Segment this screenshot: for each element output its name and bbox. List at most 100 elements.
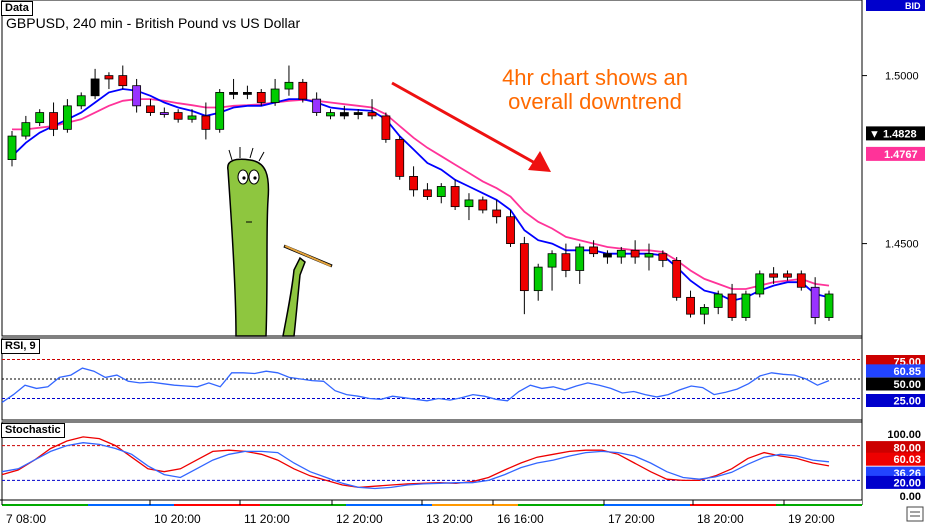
candle-body xyxy=(7,135,17,161)
candle-body xyxy=(616,249,626,258)
candle-body xyxy=(339,112,349,117)
candle-body xyxy=(173,112,183,120)
candle-body xyxy=(187,115,197,120)
stoch-upper-badge-bg xyxy=(866,441,925,455)
candle-body xyxy=(769,273,779,278)
candle-body xyxy=(49,112,58,130)
trend-arrow-shaft xyxy=(391,81,536,165)
candle-body xyxy=(90,78,100,97)
candle-body xyxy=(243,92,252,95)
axis-color-strip xyxy=(346,504,432,506)
cartoon-figure xyxy=(227,147,333,337)
stoch-label-100: 100.00 xyxy=(887,429,921,441)
main-panel-label: Data xyxy=(1,1,33,16)
candle-body xyxy=(201,115,211,130)
axis-color-strip xyxy=(690,504,776,506)
axis-color-strip xyxy=(776,504,862,506)
time-tick-label: 12 20:00 xyxy=(336,512,383,525)
candle-body xyxy=(603,253,612,258)
candle-body xyxy=(824,293,834,318)
candle-body xyxy=(630,249,640,258)
price-tick-label: 1.4500 xyxy=(885,239,919,251)
candle-body xyxy=(561,253,571,271)
candle-body xyxy=(21,122,31,137)
stoch-lower-badge: 20.00 xyxy=(893,477,921,489)
stoch-d-badge-bg xyxy=(866,452,925,466)
candle-body xyxy=(810,286,820,318)
trend-annotation-line-1: 4hr chart shows an xyxy=(502,65,688,90)
price-tick-label: 1.5000 xyxy=(885,71,919,83)
stoch-d-badge: 60.03 xyxy=(893,454,921,466)
trend-annotation: 4hr chart shows an overall downtrend xyxy=(470,66,720,114)
rsi-panel-label: RSI, 9 xyxy=(1,339,40,354)
candle-body xyxy=(589,246,598,255)
candle-body xyxy=(326,112,335,117)
candle-body xyxy=(62,105,72,130)
time-tick-label: 19 20:00 xyxy=(788,512,835,525)
candle-body xyxy=(672,259,682,298)
candle-body xyxy=(533,266,543,292)
candle-body xyxy=(215,92,225,130)
stochastic-panel-label: Stochastic xyxy=(1,423,65,438)
candle-body xyxy=(229,92,238,95)
candle-body xyxy=(298,81,308,100)
stochastic-panel-frame xyxy=(1,421,863,501)
candle-body xyxy=(727,293,737,318)
bid-badge xyxy=(866,0,925,11)
axis-color-strip xyxy=(432,504,518,506)
candle-body xyxy=(506,216,515,245)
candle-body xyxy=(547,253,557,268)
candle-body xyxy=(284,81,294,90)
stoch-lower-badge-bg xyxy=(866,475,925,489)
candle-body xyxy=(796,273,806,288)
candle-body xyxy=(395,139,405,177)
candle-body xyxy=(256,92,266,103)
time-tick-label: 18 20:00 xyxy=(697,512,744,525)
slow-ema-label: 1.4767 xyxy=(884,149,918,161)
current-price-badge xyxy=(866,126,925,141)
candle-body xyxy=(367,112,377,117)
candle-body xyxy=(270,88,280,103)
candle-body xyxy=(755,273,765,295)
corner-grid-icon xyxy=(906,506,924,522)
candle-body xyxy=(741,293,751,318)
candle-body xyxy=(450,186,460,208)
candle-body xyxy=(658,253,668,261)
candle-body xyxy=(159,112,169,115)
candle-body xyxy=(699,307,709,315)
candle-body xyxy=(644,253,654,258)
candle-body xyxy=(35,112,45,124)
cartoon-body xyxy=(227,158,270,337)
slow-ema-badge xyxy=(866,146,925,161)
candle-body xyxy=(492,209,502,218)
candle-body xyxy=(132,85,142,107)
stoch-upper-badge: 80.00 xyxy=(893,443,921,455)
time-tick-label: 10 20:00 xyxy=(154,512,201,525)
stoch-label-0: 0.00 xyxy=(900,491,921,503)
main-panel-frame xyxy=(1,0,863,337)
candle-body xyxy=(783,273,792,278)
candle-body xyxy=(146,105,155,113)
trend-arrow xyxy=(391,81,551,172)
cartoon-hair xyxy=(228,147,265,162)
candle-body xyxy=(686,296,695,315)
axis-color-strip xyxy=(2,504,88,506)
time-tick-label: 13 20:00 xyxy=(426,512,473,525)
axis-color-strip xyxy=(604,504,690,506)
axis-color-strip xyxy=(260,504,346,506)
rsi-line xyxy=(1,367,830,403)
candle-body xyxy=(118,75,128,87)
axis-color-strip xyxy=(518,504,604,506)
candle-body xyxy=(381,115,391,140)
time-tick-label: 16 16:00 xyxy=(497,512,544,525)
candle-body xyxy=(423,189,432,197)
bid-badge-label: BID xyxy=(905,1,921,11)
cartoon-pupil xyxy=(242,176,246,180)
rsi-lower-badge: 25.00 xyxy=(893,396,921,408)
cartoon-arm xyxy=(282,256,306,337)
candle-body xyxy=(436,186,446,197)
candle-body xyxy=(409,175,418,191)
candle-body xyxy=(312,98,322,113)
candle-body xyxy=(713,293,723,308)
corner-grid-icon-lines xyxy=(910,511,920,517)
